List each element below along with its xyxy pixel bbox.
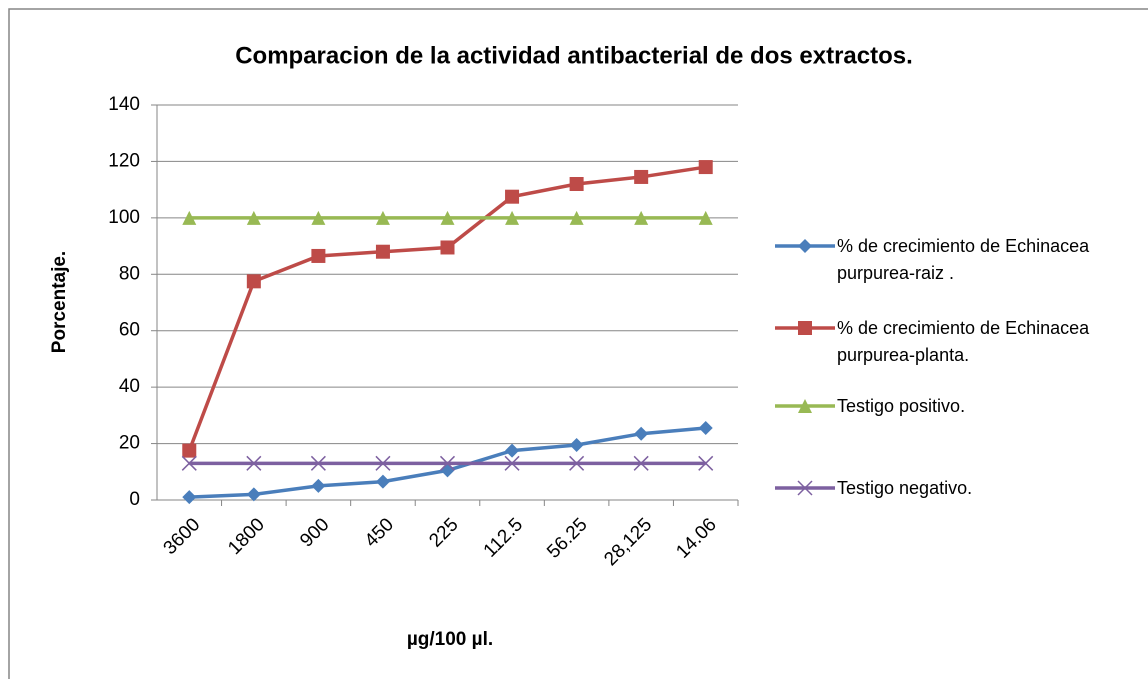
legend-label: Testigo negativo. — [837, 478, 973, 498]
marker — [375, 474, 390, 489]
marker — [311, 248, 326, 263]
marker — [505, 443, 520, 458]
legend-entry: % de crecimiento de Echinacea purpurea-r… — [775, 233, 1145, 287]
legend-swatch — [775, 480, 835, 496]
y-tick-label: 0 — [129, 489, 140, 510]
marker — [246, 210, 261, 225]
marker — [505, 189, 520, 204]
marker — [798, 321, 812, 335]
marker — [375, 455, 391, 471]
y-tick-label: 140 — [108, 94, 140, 115]
marker — [569, 437, 584, 452]
marker — [440, 240, 455, 255]
marker — [698, 421, 713, 436]
marker — [698, 455, 714, 471]
marker — [797, 480, 813, 496]
legend-swatch — [775, 399, 835, 413]
y-tick-label: 80 — [119, 263, 140, 284]
marker — [246, 274, 261, 289]
chart-title: Comparacion de la actividad antibacteria… — [235, 42, 913, 69]
marker — [246, 487, 261, 502]
marker — [798, 239, 812, 253]
y-tick-label: 100 — [108, 207, 140, 228]
legend-label: % de crecimiento de Echinacea purpurea-p… — [837, 318, 1090, 365]
marker — [569, 210, 584, 225]
legend-swatch — [775, 321, 835, 335]
marker — [182, 210, 197, 225]
marker — [440, 210, 455, 225]
marker — [634, 169, 649, 184]
y-tick-label: 120 — [108, 150, 140, 171]
marker — [375, 244, 390, 259]
marker — [310, 455, 326, 471]
marker — [311, 210, 326, 225]
y-tick-label: 40 — [119, 376, 140, 397]
legend-label: % de crecimiento de Echinacea purpurea-r… — [837, 236, 1090, 283]
marker — [798, 399, 812, 413]
marker — [633, 455, 649, 471]
legend-entry: % de crecimiento de Echinacea purpurea-p… — [775, 315, 1145, 369]
marker — [182, 490, 197, 505]
marker — [569, 455, 585, 471]
marker — [505, 210, 520, 225]
y-axis-label: Porcentaje. — [49, 251, 70, 353]
chart-frame — [8, 8, 1148, 679]
marker — [246, 455, 262, 471]
marker — [311, 478, 326, 493]
marker — [375, 210, 390, 225]
marker — [569, 177, 584, 191]
legend-entry: Testigo positivo. — [775, 393, 1145, 420]
marker — [439, 455, 456, 471]
marker — [698, 210, 713, 225]
x-axis-label: µg/100 µl. — [407, 629, 493, 650]
y-tick-label: 60 — [119, 320, 140, 341]
marker — [634, 426, 649, 441]
legend-swatch — [775, 239, 835, 253]
marker — [182, 443, 197, 458]
y-tick-label: 20 — [119, 433, 140, 454]
marker — [504, 455, 520, 471]
marker — [181, 455, 197, 471]
marker — [634, 210, 649, 225]
legend-label: Testigo positivo. — [837, 396, 966, 416]
legend-entry: Testigo negativo. — [775, 475, 1145, 502]
marker — [698, 160, 713, 175]
